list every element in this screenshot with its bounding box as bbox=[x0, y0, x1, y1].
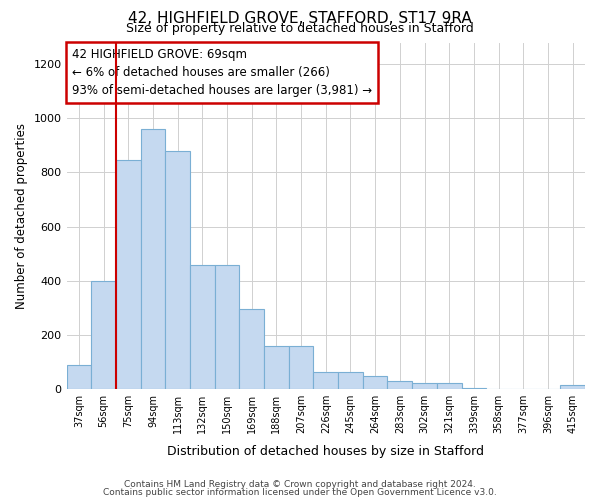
Bar bbox=[140, 129, 165, 389]
Text: 42 HIGHFIELD GROVE: 69sqm
← 6% of detached houses are smaller (266)
93% of semi-: 42 HIGHFIELD GROVE: 69sqm ← 6% of detach… bbox=[72, 48, 372, 96]
Text: Contains HM Land Registry data © Crown copyright and database right 2024.: Contains HM Land Registry data © Crown c… bbox=[124, 480, 476, 489]
Bar bbox=[264, 346, 289, 389]
Bar bbox=[239, 310, 264, 389]
Y-axis label: Number of detached properties: Number of detached properties bbox=[15, 123, 28, 309]
Bar bbox=[560, 385, 585, 389]
Text: 42, HIGHFIELD GROVE, STAFFORD, ST17 9RA: 42, HIGHFIELD GROVE, STAFFORD, ST17 9RA bbox=[128, 11, 472, 26]
X-axis label: Distribution of detached houses by size in Stafford: Distribution of detached houses by size … bbox=[167, 444, 484, 458]
Text: Contains public sector information licensed under the Open Government Licence v3: Contains public sector information licen… bbox=[103, 488, 497, 497]
Bar bbox=[289, 346, 313, 389]
Bar bbox=[190, 264, 215, 389]
Bar bbox=[313, 372, 338, 389]
Bar bbox=[67, 365, 91, 389]
Bar bbox=[165, 151, 190, 389]
Bar bbox=[215, 264, 239, 389]
Bar bbox=[91, 281, 116, 389]
Text: Size of property relative to detached houses in Stafford: Size of property relative to detached ho… bbox=[126, 22, 474, 35]
Bar bbox=[412, 383, 437, 389]
Bar bbox=[338, 372, 363, 389]
Bar bbox=[461, 388, 486, 389]
Bar bbox=[363, 376, 388, 389]
Bar bbox=[437, 383, 461, 389]
Bar bbox=[116, 160, 140, 389]
Bar bbox=[388, 381, 412, 389]
